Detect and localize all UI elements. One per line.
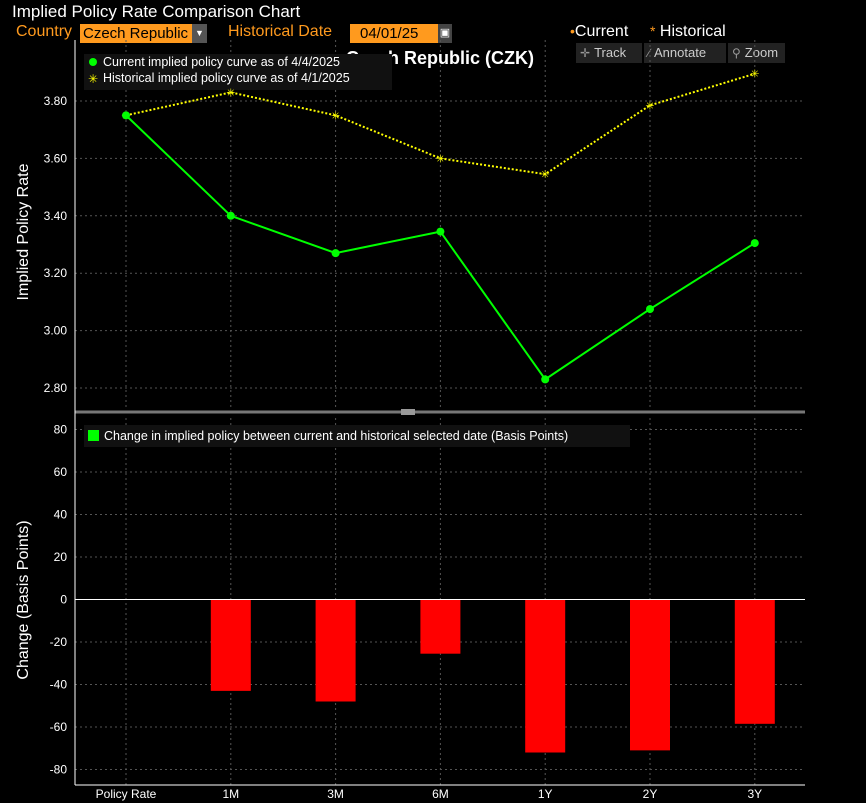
legend-change-label: Change in implied policy between current… (104, 429, 568, 443)
historical-date-label: Historical Date (228, 23, 333, 40)
calendar-icon[interactable]: ▣ (438, 24, 452, 43)
historical-point[interactable]: ✳ (436, 152, 445, 165)
bottom-y-tick-label: -20 (50, 635, 68, 649)
track-button[interactable]: ✛ Track (576, 43, 642, 63)
x-tick-label: 1M (222, 787, 239, 801)
chart-title: Czech Republic (CZK) (346, 48, 534, 68)
current-point[interactable] (226, 211, 235, 220)
bullet-icon: • (570, 23, 575, 39)
bottom-y-tick-label: 80 (54, 423, 68, 437)
legend-toggle-historical-label: Historical (659, 23, 726, 40)
bottom-y-tick-label: -60 (50, 720, 68, 734)
x-tick-label: 2Y (643, 787, 658, 801)
historical-point[interactable]: ✳ (541, 168, 550, 181)
current-point[interactable] (541, 375, 550, 384)
historical-date-input[interactable]: 04/01/25 (350, 24, 438, 43)
bottom-legend-background (84, 425, 630, 447)
current-point[interactable] (750, 239, 759, 248)
bottom-legend: Change in implied policy between current… (84, 425, 630, 447)
asterisk-icon: * (650, 23, 656, 39)
window-title: Implied Policy Rate Comparison Chart (12, 2, 301, 21)
legend-current-marker (89, 58, 97, 66)
legend-change-marker (88, 430, 99, 441)
change-bar[interactable] (630, 599, 670, 751)
legend-toggle-current[interactable]: •Current (570, 23, 628, 41)
current-point[interactable] (331, 249, 340, 258)
bottom-y-tick-label: 60 (54, 465, 68, 479)
x-tick-label: Policy Rate (96, 787, 157, 801)
change-bars (210, 599, 775, 753)
zoom-button-label: Zoom (744, 45, 779, 60)
current-point[interactable] (436, 227, 445, 236)
top-legend-background (84, 54, 392, 90)
bottom-y-tick-label: 40 (54, 508, 68, 522)
change-bar[interactable] (525, 599, 566, 753)
top-y-tick-label: 3.20 (44, 266, 68, 280)
top-y-axis-title: Implied Policy Rate (15, 163, 32, 300)
x-tick-label: 3Y (747, 787, 762, 801)
change-bar[interactable] (315, 599, 356, 702)
series-points: ✳✳✳✳✳✳✳ (121, 68, 759, 384)
country-label: Country (16, 23, 73, 40)
annotate-button[interactable]: ∕ Annotate (644, 43, 726, 63)
bottom-y-ticks: -80 -60 -40 -20 0 20 40 60 80 (50, 423, 68, 777)
change-bar[interactable] (734, 599, 775, 724)
current-point[interactable] (122, 111, 130, 120)
x-tick-label: 6M (432, 787, 449, 801)
country-select[interactable]: Czech Republic (80, 24, 192, 43)
legend-historical-marker: ✳ (88, 72, 98, 86)
track-button-label: Track (594, 45, 627, 60)
zoom-button[interactable]: ⚲ Zoom (728, 43, 785, 63)
historical-point[interactable]: ✳ (331, 109, 340, 122)
x-tick-label: 1Y (538, 787, 553, 801)
legend-toggle-historical[interactable]: * Historical (650, 23, 726, 41)
x-tick-label: 3M (327, 787, 344, 801)
pencil-icon: ∕ (648, 46, 651, 60)
historical-point[interactable]: ✳ (750, 68, 759, 81)
historical-point[interactable]: ✳ (226, 86, 235, 99)
bottom-y-tick-label: 20 (54, 550, 68, 564)
magnifier-icon: ⚲ (732, 46, 741, 60)
current-point[interactable] (646, 305, 654, 314)
bottom-y-tick-label: -40 (50, 678, 68, 692)
legend-current-label: Current implied policy curve as of 4/4/2… (103, 55, 340, 69)
divider-handle-icon[interactable] (401, 409, 415, 415)
top-y-tick-label: 3.60 (44, 151, 68, 165)
top-gridlines (75, 40, 805, 408)
controls-row: Country Czech Republic ▼ Historical Date… (0, 22, 866, 44)
top-y-ticks: 2.80 3.00 3.20 3.40 3.60 3.80 (44, 94, 68, 395)
bottom-y-tick-label: -80 (50, 763, 68, 777)
bottom-y-axis-title: Change (Basis Points) (15, 520, 32, 679)
top-y-tick-label: 2.80 (44, 381, 68, 395)
top-y-tick-label: 3.40 (44, 209, 68, 223)
crosshair-icon: ✛ (580, 46, 591, 60)
legend-toggle-current-label: Current (574, 23, 629, 40)
annotate-button-label: Annotate (654, 45, 707, 60)
x-tick-labels: Policy Rate 1M 3M 6M 1Y 2Y 3Y (96, 787, 762, 801)
top-legend: Current implied policy curve as of 4/4/2… (84, 54, 392, 90)
top-y-tick-label: 3.80 (44, 94, 68, 108)
top-y-tick-label: 3.00 (44, 324, 68, 338)
bottom-y-tick-label: 0 (60, 593, 67, 607)
chevron-down-icon[interactable]: ▼ (192, 24, 207, 43)
change-bar[interactable] (420, 599, 461, 654)
change-bar[interactable] (210, 599, 251, 691)
historical-point[interactable]: ✳ (645, 99, 654, 112)
legend-historical-label: Historical implied policy curve as of 4/… (103, 71, 350, 85)
